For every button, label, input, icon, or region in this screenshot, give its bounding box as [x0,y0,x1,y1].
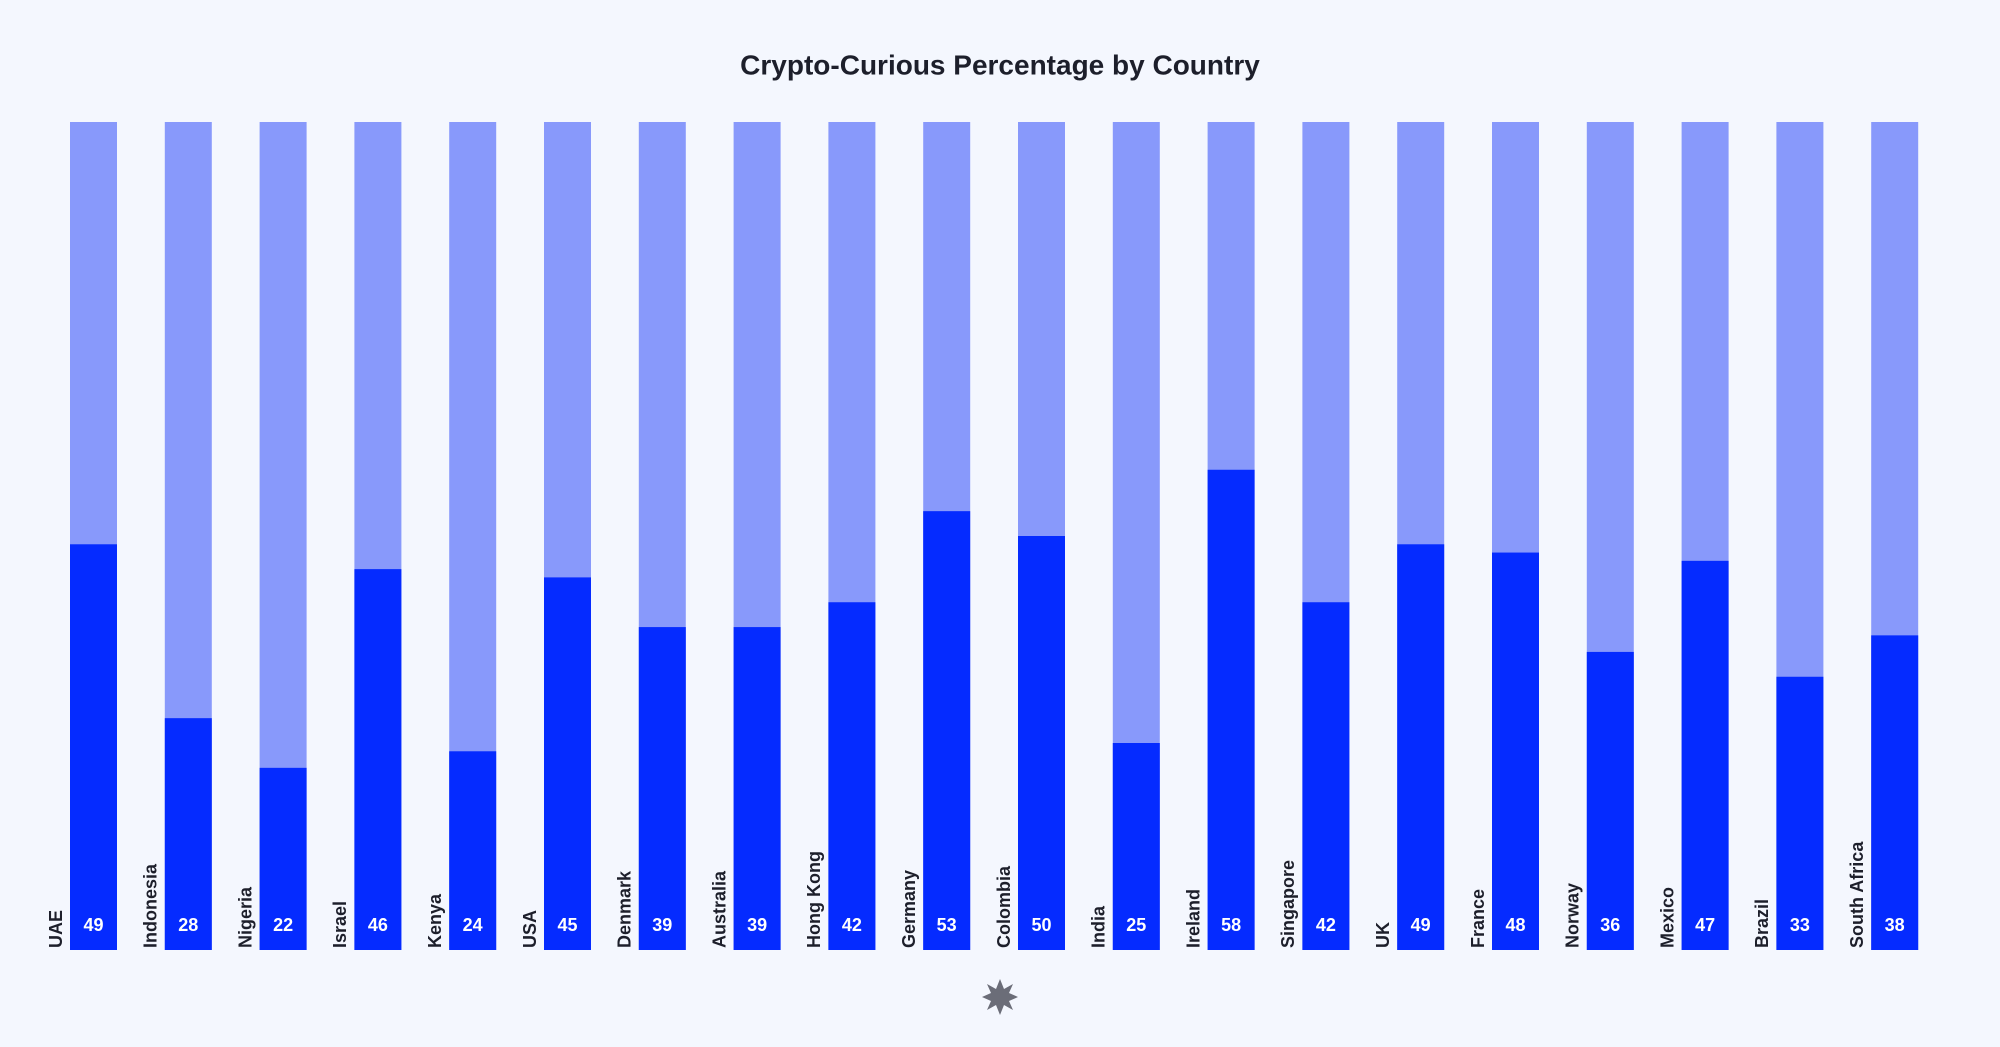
value-label: 28 [178,915,198,935]
bar [164,718,212,950]
bar [1586,651,1634,950]
value-label: 39 [747,915,767,935]
value-label: 48 [1505,915,1525,935]
category-label: UK [1373,922,1393,948]
bar [1302,602,1350,950]
category-label: Kenya [425,893,445,948]
category-label: Colombia [994,865,1014,948]
category-label: Nigeria [235,886,255,948]
bar [733,627,781,950]
bar [259,767,307,950]
category-label: Mexico [1657,887,1677,948]
category-label: South Africa [1847,841,1867,948]
value-label: 46 [368,915,388,935]
bar [828,602,876,950]
bar [354,569,402,950]
category-label: France [1468,889,1488,948]
value-label: 24 [463,915,483,935]
bar [1397,544,1445,950]
category-label: Brazil [1752,899,1772,948]
value-label: 45 [557,915,577,935]
category-label: Ireland [1183,889,1203,948]
bar [638,627,686,950]
value-label: 36 [1600,915,1620,935]
value-label: 39 [652,915,672,935]
value-label: 42 [1316,915,1336,935]
category-label: Norway [1563,883,1583,948]
category-label: Israel [330,901,350,948]
bar [1112,743,1160,950]
category-label: Australia [709,870,729,948]
value-label: 22 [273,915,293,935]
category-label: India [1089,905,1109,948]
category-label: Hong Kong [804,851,824,948]
value-label: 50 [1031,915,1051,935]
bar [1018,536,1065,950]
bar [544,577,591,950]
category-label: Germany [899,870,919,948]
bar [70,544,117,950]
bar [1681,560,1729,950]
bar [1492,552,1539,950]
bar [1207,469,1255,950]
category-label: USA [520,910,540,948]
category-label: UAE [46,910,66,948]
bar [1776,676,1824,950]
bar [449,751,497,950]
value-label: 47 [1695,915,1715,935]
value-label: 58 [1221,915,1241,935]
value-label: 49 [83,915,103,935]
bar [923,511,971,950]
value-label: 33 [1790,915,1810,935]
value-label: 53 [937,915,957,935]
value-label: 38 [1885,915,1905,935]
category-label: Denmark [615,870,635,948]
value-label: 42 [842,915,862,935]
category-label: Indonesia [141,863,161,948]
value-label: 49 [1411,915,1431,935]
category-label: Singapore [1278,860,1298,948]
logo [982,979,1018,1015]
bar [1871,635,1919,950]
chart-title: Crypto-Curious Percentage by Country [740,49,1260,80]
value-label: 25 [1126,915,1146,935]
